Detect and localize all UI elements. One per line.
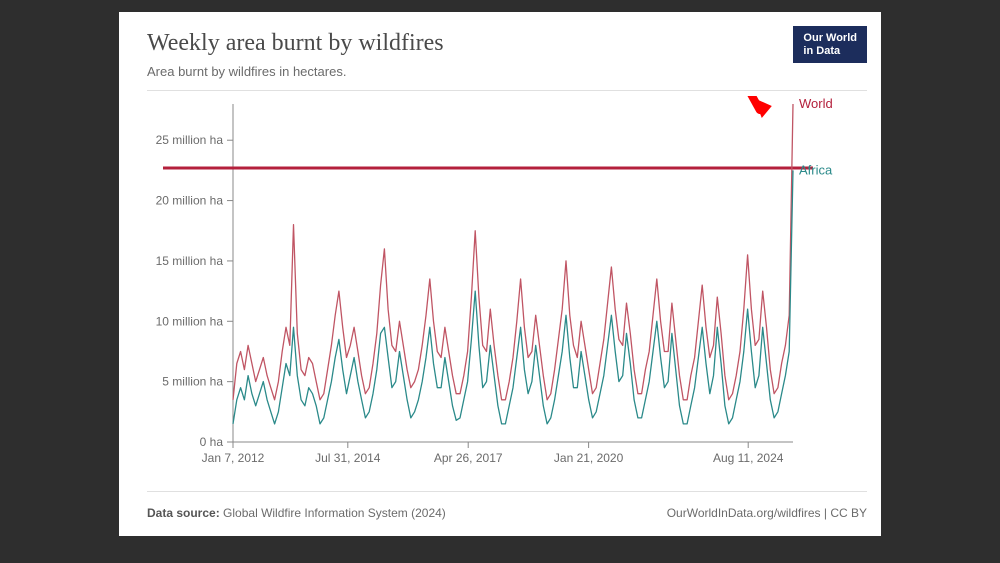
divider-bottom [147, 491, 867, 492]
svg-text:25 million ha: 25 million ha [156, 133, 224, 147]
svg-text:15 million ha: 15 million ha [156, 254, 224, 268]
divider-top [147, 90, 867, 91]
svg-text:Aug 11, 2024: Aug 11, 2024 [713, 451, 784, 465]
logo-line1: Our World [803, 32, 857, 45]
data-source: Data source: Global Wildfire Information… [147, 506, 446, 520]
svg-text:5 million ha: 5 million ha [162, 375, 223, 389]
svg-text:Africa: Africa [799, 162, 833, 177]
chart-title: Weekly area burnt by wildfires [147, 30, 444, 57]
attribution: OurWorldInData.org/wildfires | CC BY [667, 506, 867, 520]
svg-text:World: World [799, 96, 833, 111]
svg-text:0 ha: 0 ha [200, 435, 224, 449]
chart-subtitle: Area burnt by wildfires in hectares. [147, 64, 346, 79]
line-chart: 0 ha 5 million ha 10 million ha 15 million … [147, 96, 853, 476]
svg-text:Jan 7, 2012: Jan 7, 2012 [202, 451, 265, 465]
svg-text:Jan 21, 2020: Jan 21, 2020 [554, 451, 624, 465]
logo-line2: in Data [803, 45, 857, 58]
svg-text:Apr 26, 2017: Apr 26, 2017 [434, 451, 503, 465]
svg-text:10 million ha: 10 million ha [156, 314, 224, 328]
owid-logo: Our World in Data [793, 26, 867, 63]
svg-text:Jul 31, 2014: Jul 31, 2014 [315, 451, 381, 465]
chart-footer: Data source: Global Wildfire Information… [147, 506, 867, 520]
svg-text:20 million ha: 20 million ha [156, 194, 224, 208]
chart-card: Weekly area burnt by wildfires Area burn… [119, 12, 881, 536]
